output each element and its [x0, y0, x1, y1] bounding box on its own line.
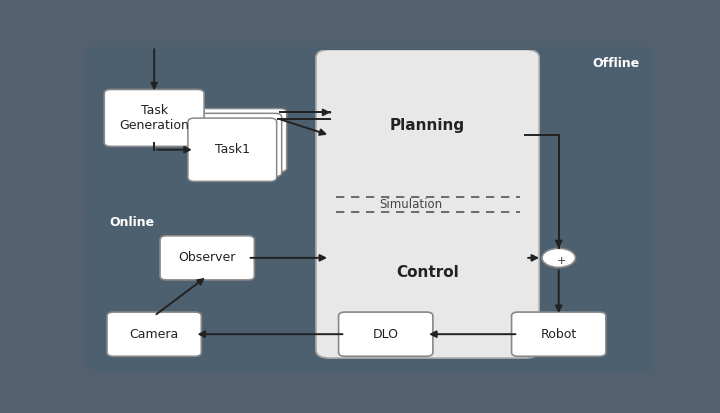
FancyBboxPatch shape: [107, 312, 202, 356]
Text: +: +: [557, 256, 566, 266]
FancyBboxPatch shape: [338, 312, 433, 356]
FancyBboxPatch shape: [512, 312, 606, 356]
FancyBboxPatch shape: [188, 118, 276, 181]
Text: DLO: DLO: [373, 328, 399, 341]
Text: Simulation: Simulation: [379, 198, 442, 211]
Text: Camera: Camera: [130, 328, 179, 341]
FancyBboxPatch shape: [316, 50, 539, 358]
Text: Observer: Observer: [179, 252, 236, 264]
FancyBboxPatch shape: [84, 46, 654, 216]
Text: Offline: Offline: [593, 57, 639, 70]
Text: Task
Generation: Task Generation: [120, 104, 189, 132]
Text: Robot: Robot: [541, 328, 577, 341]
FancyBboxPatch shape: [160, 236, 254, 280]
Text: Control: Control: [396, 265, 459, 280]
Circle shape: [542, 248, 575, 267]
Text: Online: Online: [109, 216, 155, 229]
Text: Planning: Planning: [390, 119, 465, 133]
FancyBboxPatch shape: [104, 90, 204, 146]
FancyBboxPatch shape: [198, 109, 287, 172]
FancyBboxPatch shape: [84, 207, 654, 371]
FancyBboxPatch shape: [193, 113, 282, 177]
Text: Task1: Task1: [215, 143, 250, 156]
